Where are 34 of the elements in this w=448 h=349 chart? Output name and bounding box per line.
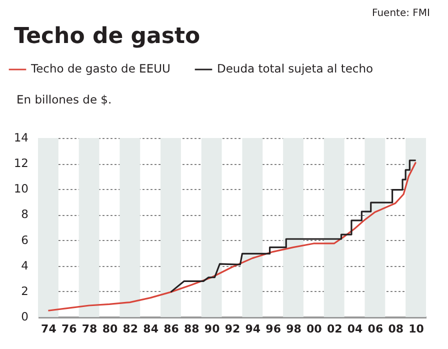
x-tick-label: 76 xyxy=(61,322,78,336)
x-tick-label: 98 xyxy=(286,322,302,336)
x-tick-label: 80 xyxy=(102,322,118,336)
x-tick-label: 94 xyxy=(245,322,261,336)
source-note: Fuente: FMI xyxy=(372,8,430,19)
x-tick-label: 86 xyxy=(164,322,180,336)
x-tick-label: 02 xyxy=(326,322,342,336)
line-series xyxy=(170,160,417,293)
legend-label: Deuda total sujeta al techo xyxy=(217,62,374,76)
chart-title: Techo de gasto xyxy=(14,24,200,49)
y-tick-label: 10 xyxy=(14,182,28,196)
x-tick-label: 84 xyxy=(143,322,159,336)
x-tick-label: 04 xyxy=(347,322,364,336)
y-axis-title: En billones de $. xyxy=(16,92,112,106)
line-series xyxy=(47,161,417,312)
y-tick-label: 6 xyxy=(21,232,28,247)
legend-label: Techo de gasto de EEUU xyxy=(30,62,170,76)
y-tick-label: 12 xyxy=(14,156,28,170)
x-tick-label: 74 xyxy=(41,322,57,336)
y-tick-label: 14 xyxy=(14,130,28,144)
y-tick-label: 8 xyxy=(21,207,28,222)
x-tick-label: 90 xyxy=(204,322,220,336)
x-tick-label: 92 xyxy=(224,322,240,336)
x-tick-label: 96 xyxy=(266,322,282,336)
y-tick-label: 0 xyxy=(21,310,28,324)
y-tick-label: 4 xyxy=(21,258,28,272)
x-tick-label: 08 xyxy=(388,322,404,336)
x-tick-label: 82 xyxy=(122,322,138,336)
x-tick-label: 88 xyxy=(184,322,200,336)
y-tick-label: 2 xyxy=(21,284,28,298)
x-tick-label: 06 xyxy=(368,322,384,336)
x-tick-label: 00 xyxy=(306,322,322,336)
x-tick-label: 78 xyxy=(82,322,98,336)
x-tick-label: 10 xyxy=(408,322,424,336)
